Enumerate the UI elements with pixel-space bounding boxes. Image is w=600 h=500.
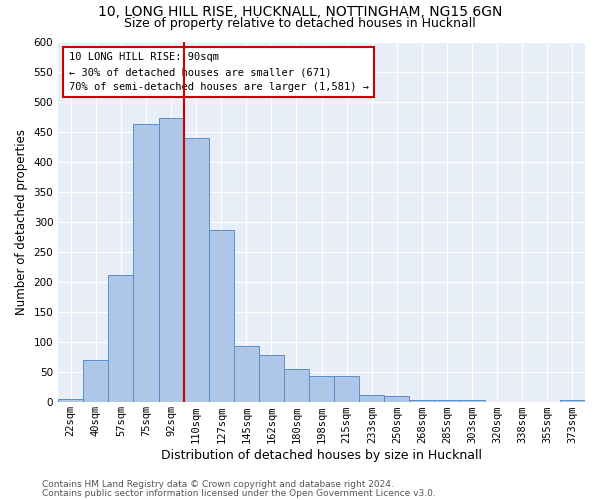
Bar	[385, 396, 409, 402]
Bar	[460, 400, 485, 402]
Text: Contains HM Land Registry data © Crown copyright and database right 2024.: Contains HM Land Registry data © Crown c…	[42, 480, 394, 489]
Bar	[560, 400, 585, 402]
X-axis label: Distribution of detached houses by size in Hucknall: Distribution of detached houses by size …	[161, 450, 482, 462]
Bar	[209, 230, 234, 402]
Text: Contains public sector information licensed under the Open Government Licence v3: Contains public sector information licen…	[42, 488, 436, 498]
Bar	[259, 355, 284, 403]
Bar	[184, 138, 209, 402]
Text: 10 LONG HILL RISE: 90sqm
← 30% of detached houses are smaller (671)
70% of semi-: 10 LONG HILL RISE: 90sqm ← 30% of detach…	[69, 52, 369, 92]
Bar	[309, 376, 334, 402]
Bar	[409, 400, 434, 402]
Bar	[234, 346, 259, 403]
Bar	[284, 369, 309, 402]
Bar	[83, 360, 109, 403]
Text: 10, LONG HILL RISE, HUCKNALL, NOTTINGHAM, NG15 6GN: 10, LONG HILL RISE, HUCKNALL, NOTTINGHAM…	[98, 5, 502, 19]
Bar	[334, 376, 359, 402]
Text: Size of property relative to detached houses in Hucknall: Size of property relative to detached ho…	[124, 18, 476, 30]
Y-axis label: Number of detached properties: Number of detached properties	[15, 129, 28, 315]
Bar	[434, 400, 460, 402]
Bar	[58, 400, 83, 402]
Bar	[109, 275, 133, 402]
Bar	[359, 395, 385, 402]
Bar	[158, 118, 184, 403]
Bar	[133, 124, 158, 402]
